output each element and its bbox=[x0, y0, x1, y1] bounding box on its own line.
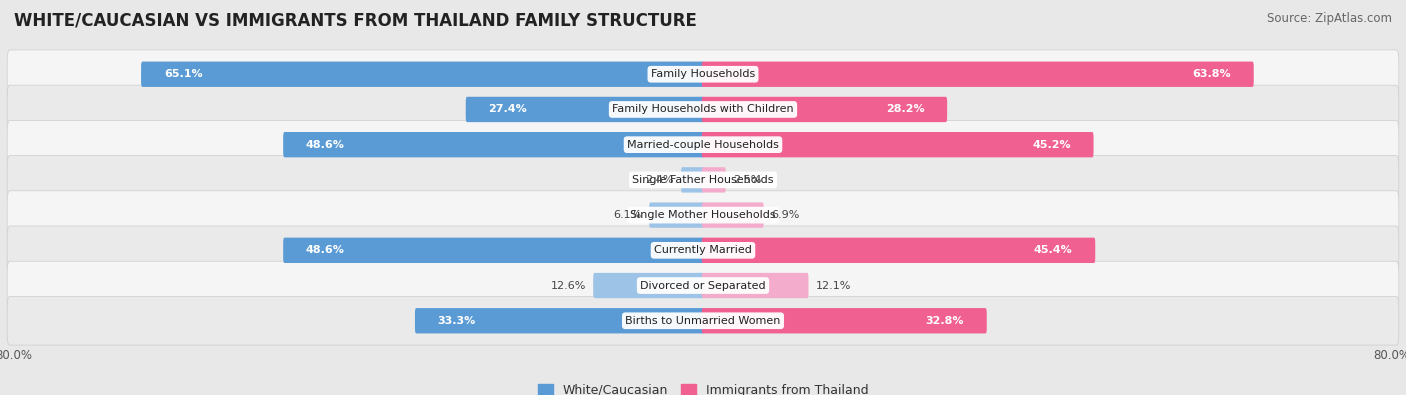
Text: Divorced or Separated: Divorced or Separated bbox=[640, 280, 766, 291]
FancyBboxPatch shape bbox=[681, 167, 704, 193]
FancyBboxPatch shape bbox=[702, 132, 1094, 157]
FancyBboxPatch shape bbox=[702, 202, 763, 228]
Text: Source: ZipAtlas.com: Source: ZipAtlas.com bbox=[1267, 12, 1392, 25]
Legend: White/Caucasian, Immigrants from Thailand: White/Caucasian, Immigrants from Thailan… bbox=[533, 379, 873, 395]
Text: 32.8%: 32.8% bbox=[925, 316, 965, 326]
FancyBboxPatch shape bbox=[283, 238, 704, 263]
Text: Births to Unmarried Women: Births to Unmarried Women bbox=[626, 316, 780, 326]
FancyBboxPatch shape bbox=[465, 97, 704, 122]
Text: Family Households: Family Households bbox=[651, 69, 755, 79]
FancyBboxPatch shape bbox=[7, 261, 1399, 310]
FancyBboxPatch shape bbox=[7, 156, 1399, 204]
FancyBboxPatch shape bbox=[702, 273, 808, 298]
Text: 45.4%: 45.4% bbox=[1033, 245, 1073, 255]
Text: 12.1%: 12.1% bbox=[815, 280, 851, 291]
Text: Married-couple Households: Married-couple Households bbox=[627, 140, 779, 150]
FancyBboxPatch shape bbox=[702, 97, 948, 122]
Text: 65.1%: 65.1% bbox=[165, 69, 202, 79]
FancyBboxPatch shape bbox=[7, 191, 1399, 239]
Text: Single Mother Households: Single Mother Households bbox=[630, 210, 776, 220]
FancyBboxPatch shape bbox=[702, 238, 1095, 263]
Text: 48.6%: 48.6% bbox=[307, 140, 344, 150]
Text: 33.3%: 33.3% bbox=[437, 316, 477, 326]
FancyBboxPatch shape bbox=[702, 308, 987, 333]
Text: 2.4%: 2.4% bbox=[645, 175, 673, 185]
Text: 2.5%: 2.5% bbox=[733, 175, 762, 185]
Text: 27.4%: 27.4% bbox=[488, 104, 527, 115]
Text: WHITE/CAUCASIAN VS IMMIGRANTS FROM THAILAND FAMILY STRUCTURE: WHITE/CAUCASIAN VS IMMIGRANTS FROM THAIL… bbox=[14, 12, 697, 30]
FancyBboxPatch shape bbox=[702, 62, 1254, 87]
FancyBboxPatch shape bbox=[7, 120, 1399, 169]
Text: 12.6%: 12.6% bbox=[551, 280, 586, 291]
Text: 28.2%: 28.2% bbox=[886, 104, 924, 115]
FancyBboxPatch shape bbox=[7, 226, 1399, 275]
FancyBboxPatch shape bbox=[283, 132, 704, 157]
Text: 63.8%: 63.8% bbox=[1192, 69, 1230, 79]
FancyBboxPatch shape bbox=[593, 273, 704, 298]
FancyBboxPatch shape bbox=[7, 297, 1399, 345]
Text: 45.2%: 45.2% bbox=[1032, 140, 1071, 150]
FancyBboxPatch shape bbox=[415, 308, 704, 333]
Text: Family Households with Children: Family Households with Children bbox=[612, 104, 794, 115]
Text: 6.1%: 6.1% bbox=[613, 210, 643, 220]
Text: 6.9%: 6.9% bbox=[770, 210, 800, 220]
Text: 48.6%: 48.6% bbox=[307, 245, 344, 255]
Text: Single Father Households: Single Father Households bbox=[633, 175, 773, 185]
Text: Currently Married: Currently Married bbox=[654, 245, 752, 255]
FancyBboxPatch shape bbox=[141, 62, 704, 87]
FancyBboxPatch shape bbox=[650, 202, 704, 228]
FancyBboxPatch shape bbox=[7, 50, 1399, 98]
FancyBboxPatch shape bbox=[702, 167, 725, 193]
FancyBboxPatch shape bbox=[7, 85, 1399, 134]
